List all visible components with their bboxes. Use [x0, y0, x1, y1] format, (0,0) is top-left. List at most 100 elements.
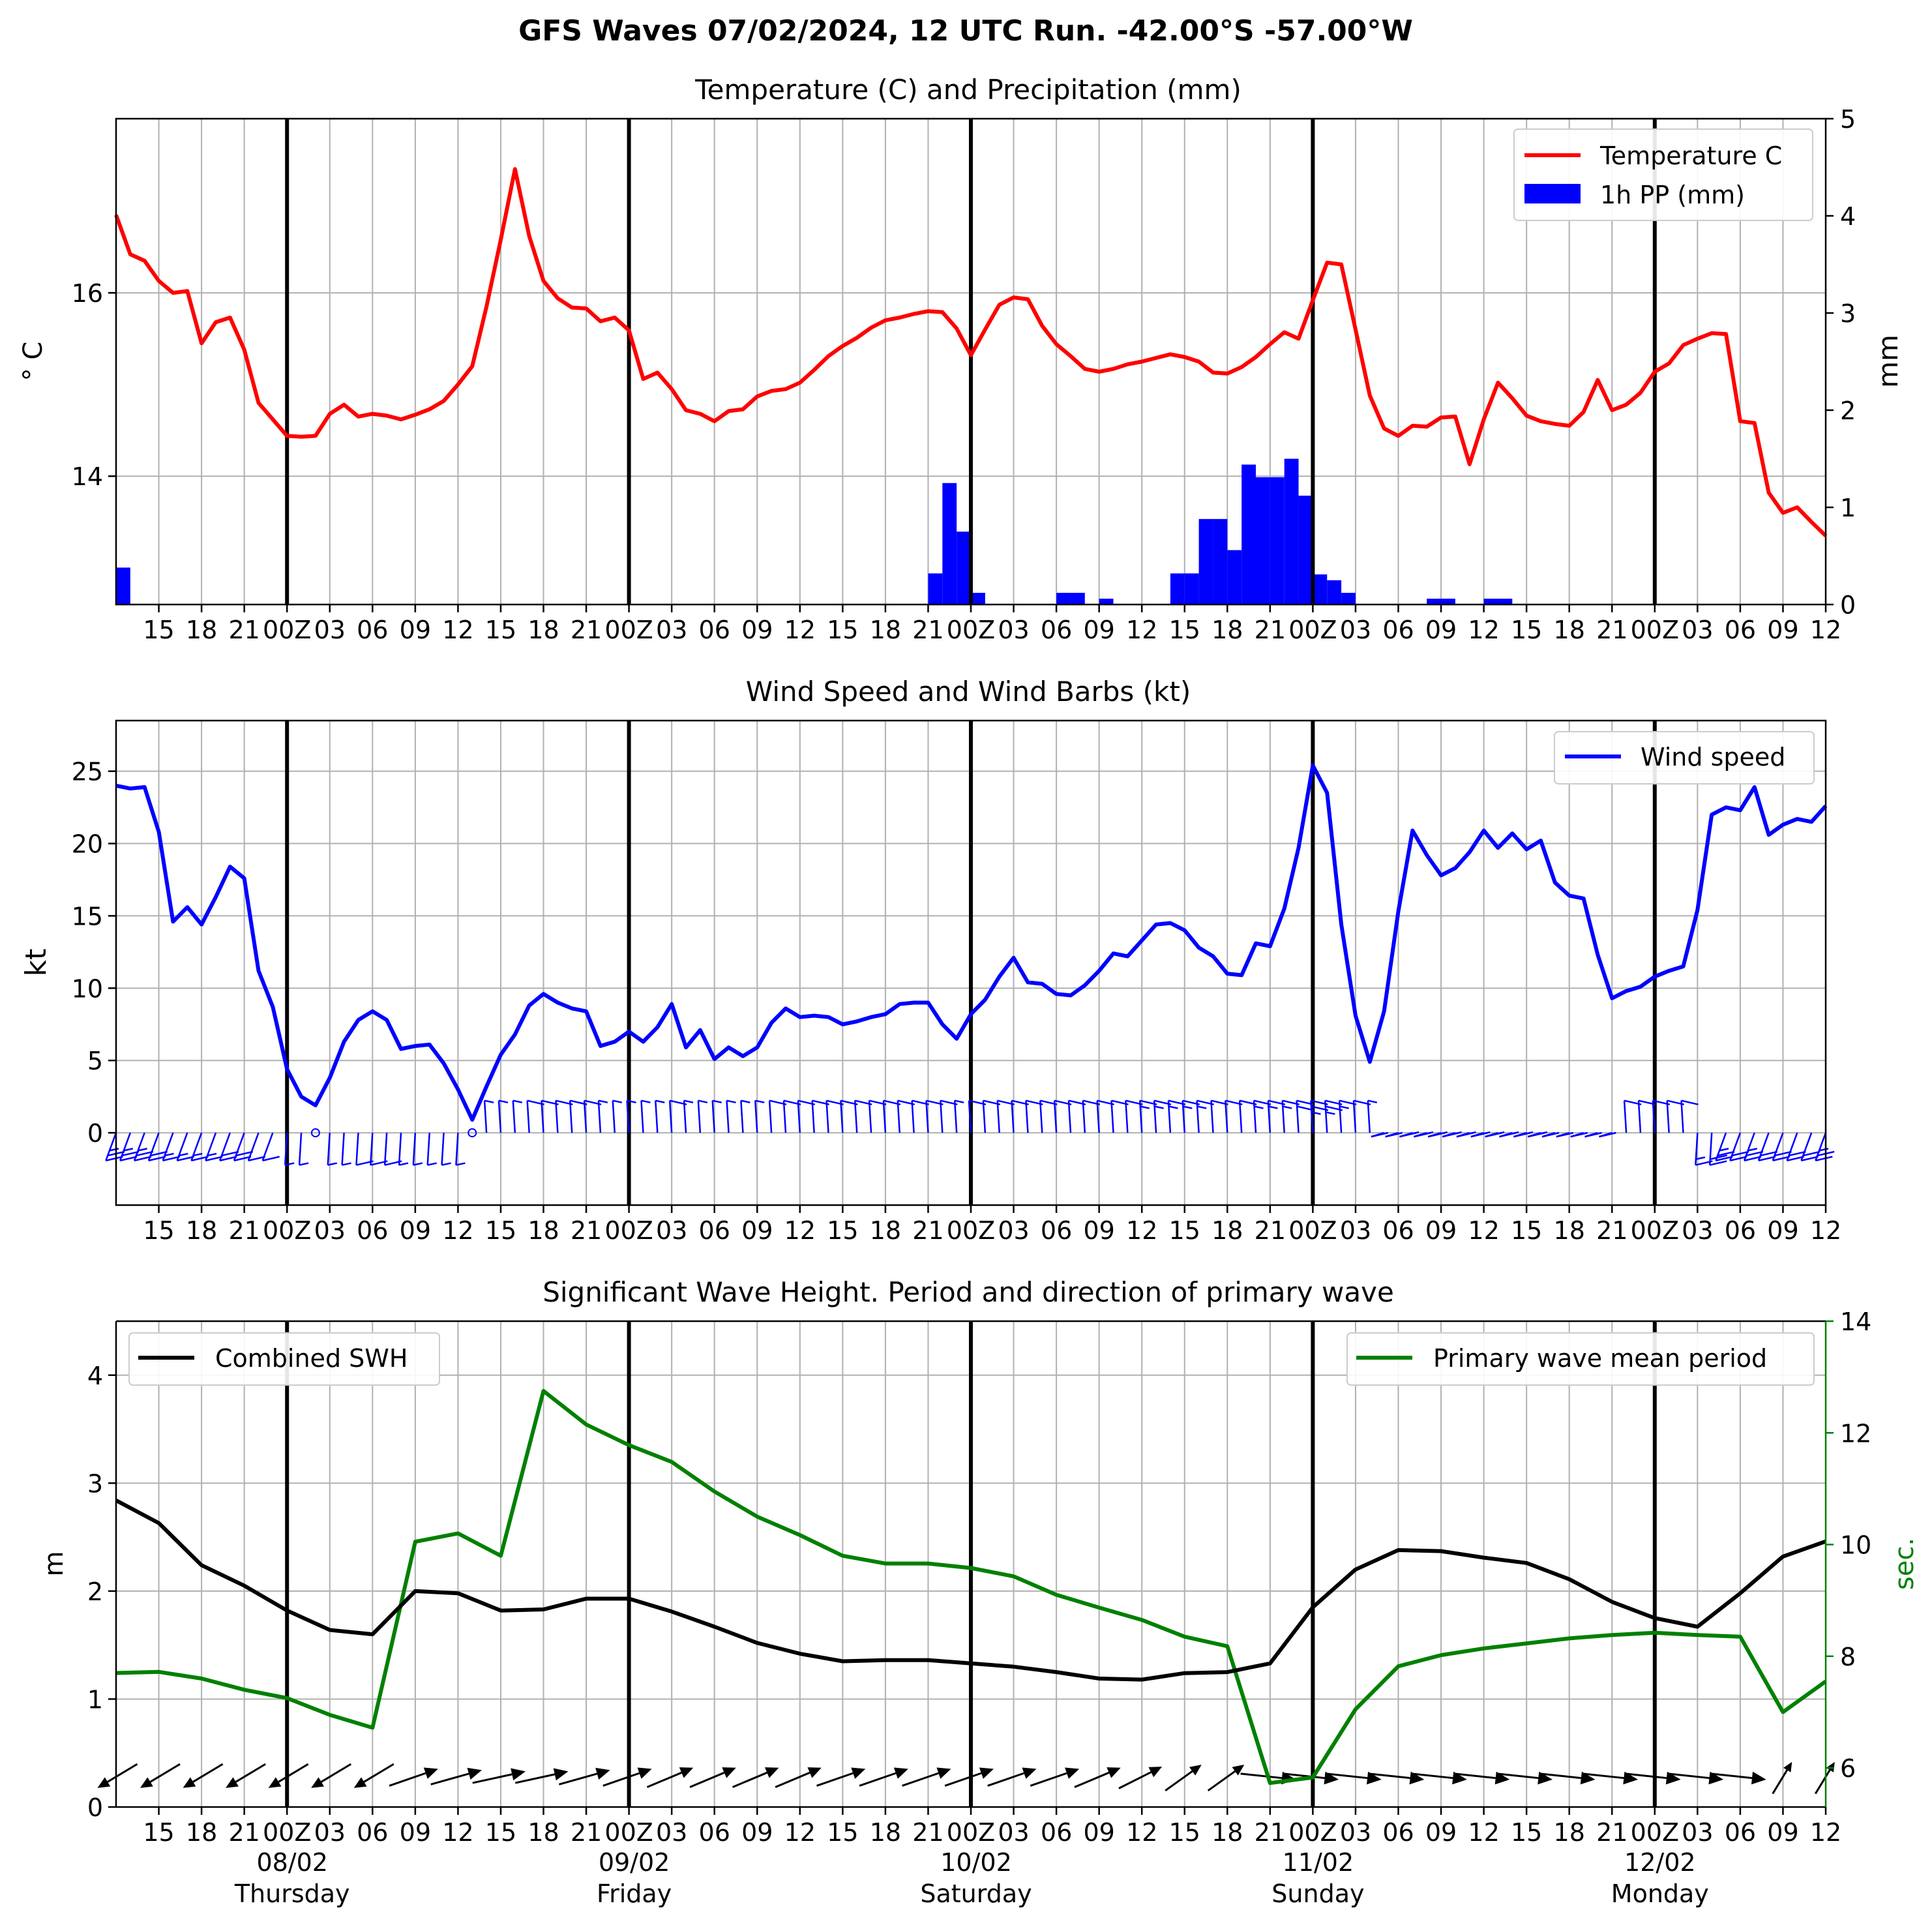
x-tick-label: 00Z	[1631, 1818, 1679, 1847]
wind-barb-staff	[911, 1100, 915, 1133]
x-tick-label: 00Z	[604, 1818, 653, 1847]
x-tick-label: 06	[1041, 1216, 1072, 1245]
x-tick-label: 15	[485, 1818, 516, 1847]
panel1-y2label: mm	[1872, 335, 1904, 388]
x-tick-label: 09	[400, 1216, 431, 1245]
temperature-precip-panel: Temperature (C) and Precipitation (mm) 1…	[18, 74, 1904, 644]
wind-barb-staff	[398, 1133, 402, 1165]
wave-arrow-shaft	[514, 1773, 556, 1784]
wind-barb-staff	[768, 1100, 773, 1133]
wind-barb-flag	[1758, 1156, 1776, 1161]
x-tick-label: 18	[870, 1216, 901, 1245]
wave-arrow-shaft	[107, 1763, 138, 1783]
wind-barb-staff	[726, 1100, 730, 1133]
x-tick-label: 00Z	[1288, 1216, 1337, 1245]
wave-arrow-head	[467, 1767, 483, 1780]
precip-bar	[928, 573, 943, 605]
wind-barb-flag	[1789, 1150, 1806, 1157]
wind-barb-staff	[190, 1132, 203, 1161]
x-tick-label: 21	[1255, 616, 1286, 644]
wave-arrow-head	[1022, 1767, 1037, 1779]
wave-arrow-head	[226, 1777, 239, 1788]
panel1-left-ticks: 14 16	[72, 279, 116, 491]
wind-barb-flag	[441, 1162, 451, 1166]
wave-arrow-shaft	[1240, 1772, 1283, 1780]
x-tick-label: 12	[442, 616, 473, 644]
x-tick-label: 03	[1340, 1216, 1371, 1245]
x-tick-label: 00Z	[263, 616, 311, 644]
x-tick-label: 18	[186, 1818, 217, 1847]
legend-precip-swatch	[1524, 184, 1581, 203]
x-tick-label: 06	[699, 1818, 730, 1847]
wind-barb-staff	[498, 1100, 502, 1133]
wave-arrow-shaft	[689, 1771, 725, 1788]
x-tick-label: 00Z	[1631, 616, 1679, 644]
wind-barb-flag	[1760, 1150, 1778, 1157]
x-tick-label: 00Z	[1288, 1818, 1337, 1847]
x-tick-label: 21	[1255, 1818, 1286, 1847]
wind-barb-flag	[698, 1099, 708, 1103]
wave-arrow-shaft	[1625, 1772, 1667, 1780]
wave-arrow-head	[311, 1777, 324, 1788]
wind-barb-staff	[261, 1132, 274, 1161]
panel2-x-ticks: 15 18 21 00Z 03 06 09 12 15 18 21 00Z 03 06 09 12 15 18 21…	[143, 1205, 1841, 1245]
x-tick-label: 03	[1682, 1216, 1713, 1245]
wave-arrow-head	[764, 1767, 779, 1778]
legend-period-label: Primary wave mean period	[1433, 1344, 1767, 1373]
x-tick-label: 03	[314, 1818, 346, 1847]
wind-barb-staff	[105, 1132, 117, 1161]
panel3-left-ticks: 0 1 2 3 4	[87, 1362, 116, 1822]
wind-barb-staff	[341, 1133, 345, 1165]
wind-barb-flag	[1268, 1105, 1278, 1109]
wind-barb-flag	[134, 1156, 152, 1161]
wind-barb-staff	[569, 1100, 573, 1133]
wave-arrow-head	[637, 1767, 652, 1779]
wave-arrow-shaft	[732, 1771, 767, 1788]
wave-arrow-shaft	[1496, 1772, 1539, 1780]
wave-arrow-shaft	[1710, 1772, 1753, 1780]
wave-arrow-head	[140, 1777, 153, 1788]
wind-barb-staff	[526, 1100, 530, 1133]
day-name-label: Sunday	[1271, 1879, 1364, 1908]
x-tick-label: 06	[357, 1216, 388, 1245]
x-tick-label: 15	[1511, 616, 1542, 644]
wind-barb-staff	[711, 1100, 715, 1133]
wind-barb-staff	[597, 1100, 602, 1133]
x-tick-label: 06	[1382, 1216, 1414, 1245]
wind-barb-flag	[1196, 1105, 1207, 1109]
wind-barb-staff	[218, 1132, 231, 1161]
wind-barb-flag	[427, 1162, 437, 1166]
wind-barb-staff	[1238, 1100, 1243, 1133]
precip-bar	[1441, 599, 1455, 605]
wind-barb-staff	[426, 1133, 430, 1165]
wind-barb-flag	[119, 1156, 138, 1161]
x-tick-label: 03	[998, 1818, 1029, 1847]
wave-arrow-head	[1623, 1771, 1639, 1785]
wind-barb-staff	[1324, 1100, 1328, 1133]
wind-barb-staff	[1138, 1100, 1143, 1133]
panel1-legend: Temperature C 1h PP (mm)	[1513, 128, 1813, 221]
y2-tick-label: 1	[1840, 494, 1856, 522]
wind-barb-staff	[441, 1133, 445, 1165]
wave-arrow-shaft	[558, 1772, 598, 1785]
wind-speed-line	[115, 763, 1828, 1122]
wave-arrow-shaft	[389, 1772, 426, 1787]
x-tick-label: 09	[741, 1216, 773, 1245]
y2-tick-label: 0	[1840, 591, 1856, 620]
wind-barb-staff	[697, 1100, 702, 1133]
wave-arrow-head	[1708, 1771, 1724, 1785]
wave-arrow-head	[1232, 1765, 1245, 1776]
wind-barb-staff	[1757, 1132, 1770, 1161]
day-name-label: Saturday	[920, 1879, 1032, 1908]
y-tick-label: 20	[72, 830, 103, 859]
wave-arrow-head	[353, 1777, 367, 1788]
wind-barb-flag	[138, 1148, 147, 1152]
panel3-right-ticks: 6 8 10 12 14	[1826, 1307, 1871, 1783]
wind-barb-flag	[1254, 1105, 1264, 1109]
wind-barb-staff	[1167, 1100, 1172, 1133]
wind-barb-flag	[1401, 1131, 1419, 1137]
precip-bar	[957, 531, 971, 605]
wind-barb-flag	[1339, 1105, 1349, 1109]
wind-barb-flag	[1501, 1131, 1519, 1137]
